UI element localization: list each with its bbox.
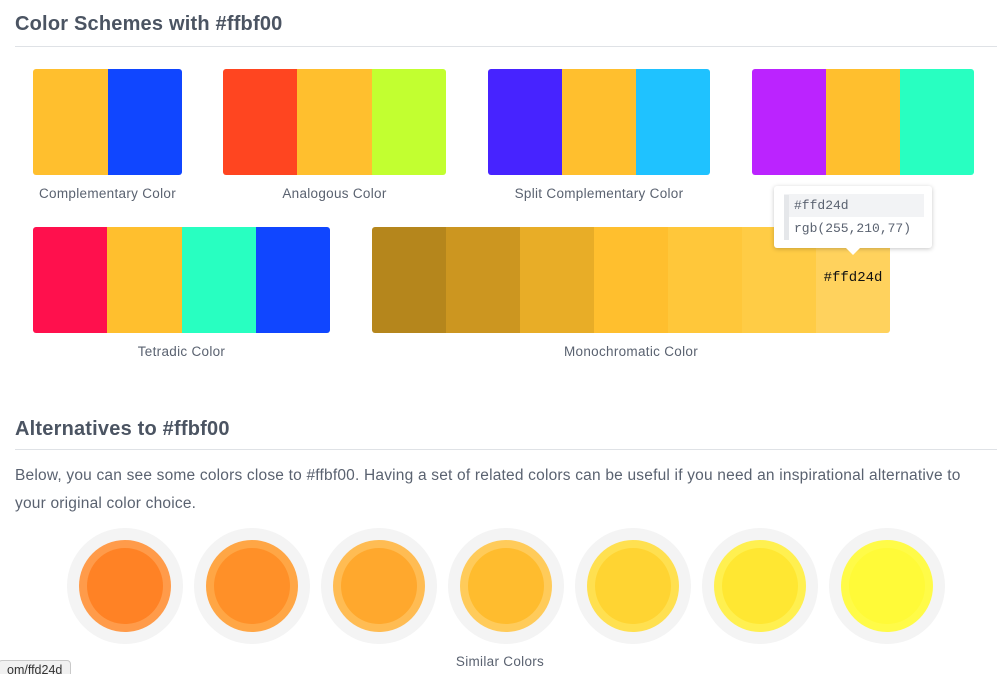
color-swatch[interactable]	[752, 69, 826, 175]
complementary-scheme: Complementary Color	[33, 69, 182, 201]
color-swatch[interactable]	[594, 227, 668, 333]
analogous-scheme: Analogous Color	[223, 69, 446, 201]
triadic-swatches	[752, 69, 974, 175]
similar-color-circle[interactable]	[194, 528, 310, 644]
divider	[15, 449, 997, 450]
color-swatch[interactable]	[826, 69, 900, 175]
color-swatch[interactable]	[297, 69, 372, 175]
color-swatch[interactable]	[636, 69, 710, 175]
split-complementary-label: Split Complementary Color	[514, 186, 684, 201]
color-swatch[interactable]	[107, 227, 182, 333]
divider	[15, 46, 997, 47]
monochromatic-label: Monochromatic Color	[564, 344, 698, 359]
color-swatch[interactable]	[562, 69, 636, 175]
similar-color-circle[interactable]	[702, 528, 818, 644]
circle-core	[468, 548, 544, 624]
complementary-swatches	[33, 69, 182, 175]
color-swatch[interactable]	[33, 227, 108, 333]
color-swatch[interactable]	[223, 69, 298, 175]
tetradic-label: Tetradic Color	[137, 344, 226, 359]
color-swatch[interactable]	[33, 69, 108, 175]
circle-core	[595, 548, 671, 624]
circle-core	[87, 548, 163, 624]
triadic-scheme: Triadic Color	[752, 69, 974, 201]
tetradic-swatches	[33, 227, 330, 333]
color-swatch[interactable]	[668, 227, 742, 333]
similar-color-circle[interactable]	[575, 528, 691, 644]
color-swatch[interactable]	[446, 227, 520, 333]
tetradic-scheme: Tetradic Color	[33, 227, 330, 359]
color-swatch[interactable]	[520, 227, 594, 333]
hovered-swatch-hex: #ffd24d	[823, 270, 883, 286]
similar-colors-label: Similar Colors	[455, 654, 545, 669]
similar-color-circle[interactable]	[67, 528, 183, 644]
tooltip-arrow	[846, 248, 860, 255]
tooltip-hex[interactable]: #ffd24d	[784, 194, 924, 217]
similar-color-circle[interactable]	[829, 528, 945, 644]
color-swatch[interactable]	[372, 227, 446, 333]
color-swatch[interactable]	[107, 69, 182, 175]
analogous-swatches	[223, 69, 446, 175]
circle-core	[722, 548, 798, 624]
circle-core	[214, 548, 290, 624]
color-swatch[interactable]	[371, 69, 446, 175]
similar-color-circle[interactable]	[321, 528, 437, 644]
status-bar-url: om/ffd24d	[0, 660, 72, 674]
color-swatch[interactable]	[181, 227, 256, 333]
alternatives-heading: Alternatives to #ffbf00	[15, 418, 230, 440]
split-complementary-scheme: Split Complementary Color	[488, 69, 710, 201]
complementary-label: Complementary Color	[39, 186, 176, 201]
color-swatch[interactable]	[488, 69, 562, 175]
circle-core	[341, 548, 417, 624]
circle-core	[849, 548, 925, 624]
similar-color-circle[interactable]	[448, 528, 564, 644]
color-swatch[interactable]	[255, 227, 330, 333]
color-tooltip: #ffd24d rgb(255,210,77)	[774, 186, 932, 248]
color-schemes-heading: Color Schemes with #ffbf00	[15, 13, 283, 35]
split-complementary-swatches	[488, 69, 710, 175]
tooltip-rgb[interactable]: rgb(255,210,77)	[794, 221, 912, 236]
analogous-label: Analogous Color	[282, 186, 387, 201]
color-swatch[interactable]	[900, 69, 974, 175]
tooltip-accent-bar	[784, 195, 789, 240]
alternatives-description: Below, you can see some colors close to …	[15, 467, 961, 512]
